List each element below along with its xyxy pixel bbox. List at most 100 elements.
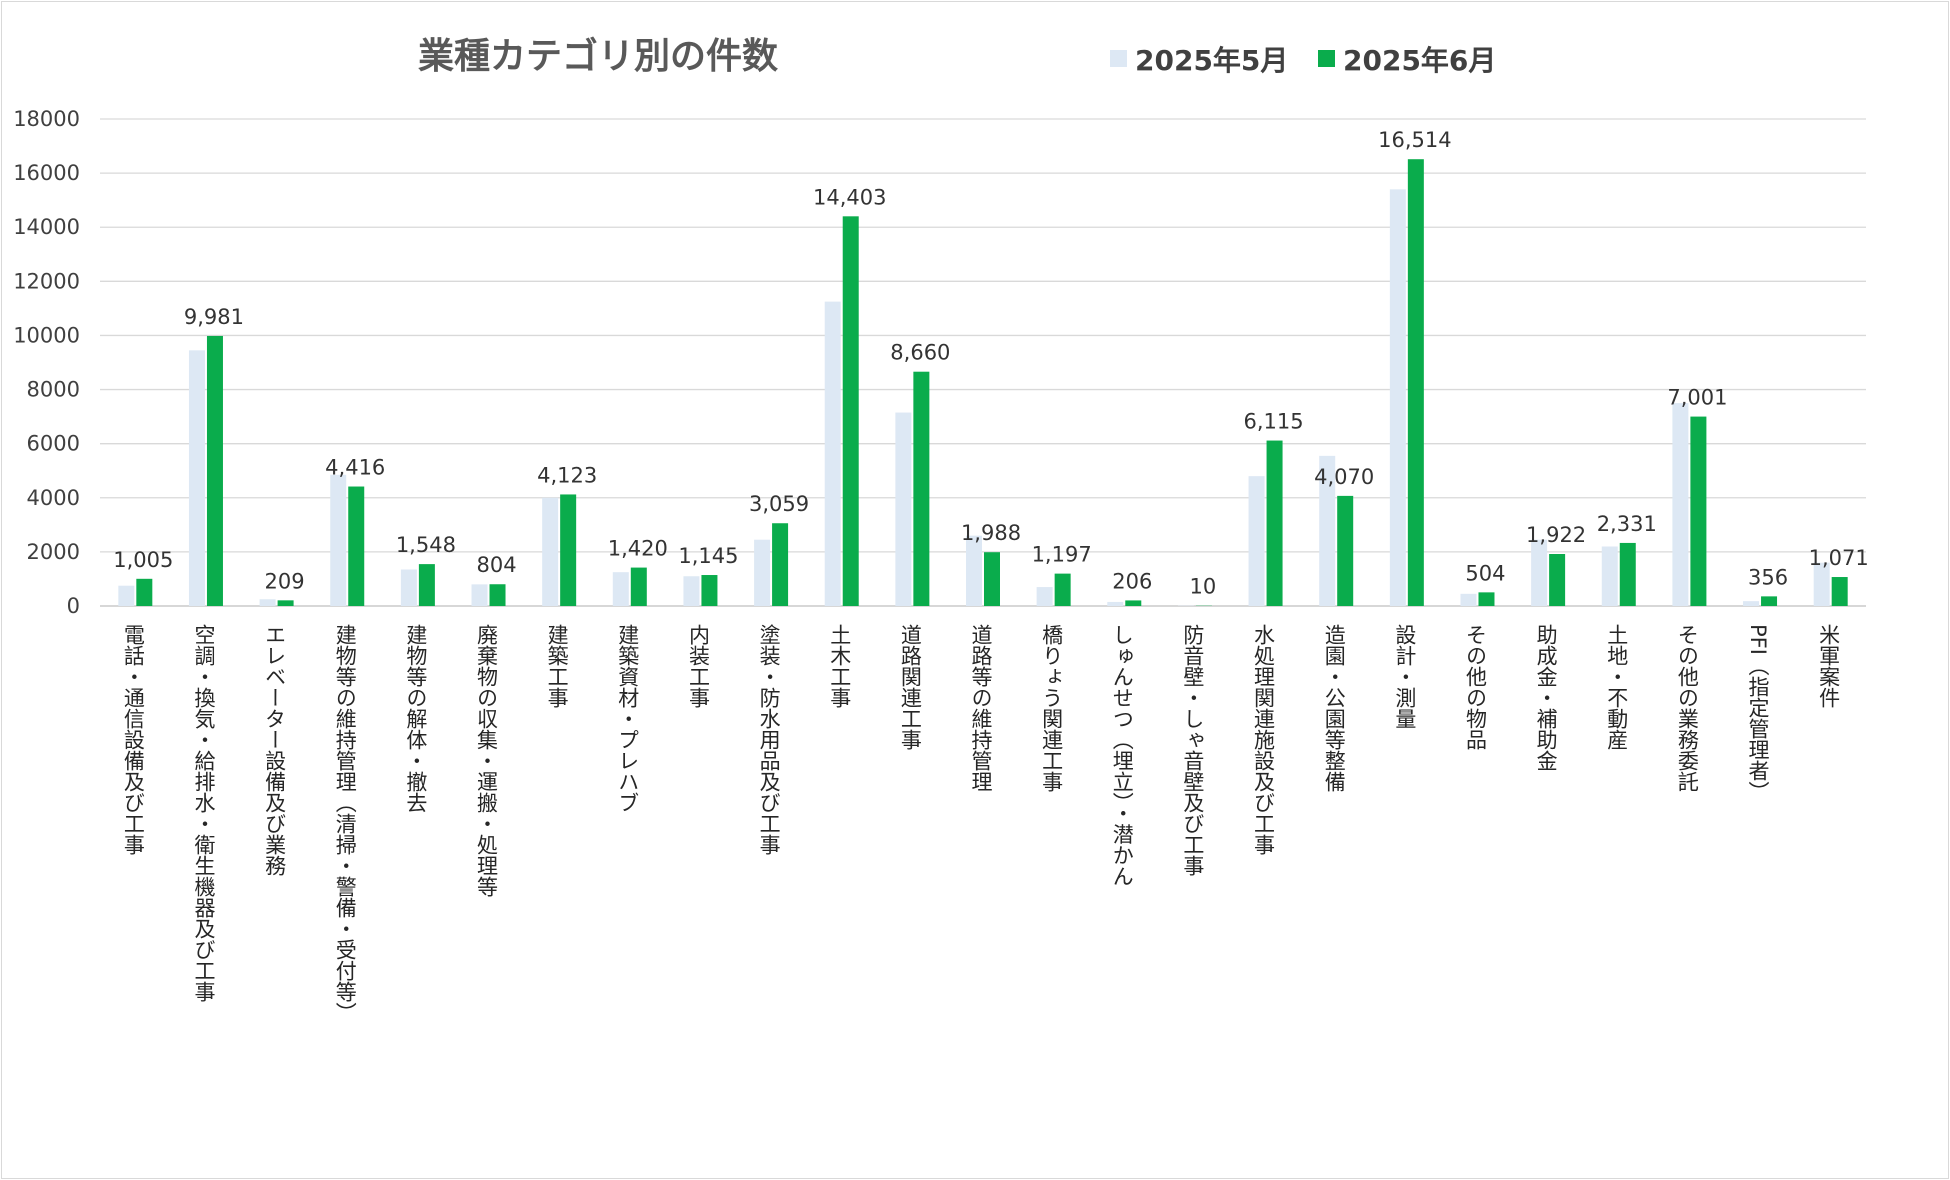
bar-may — [400, 569, 417, 606]
bar-may — [1107, 601, 1124, 606]
data-label: 4,070 — [1314, 465, 1374, 489]
category-label: 塗装・防水用品及び工事 — [757, 624, 781, 855]
data-label: 1,922 — [1526, 523, 1586, 547]
bar-june — [772, 523, 789, 606]
bar-june — [1266, 440, 1283, 606]
bar-june — [136, 578, 153, 606]
data-label: 804 — [476, 553, 516, 577]
data-label: 1,548 — [396, 533, 456, 557]
bar-june — [1831, 577, 1848, 606]
bar-may — [542, 497, 559, 606]
data-label: 10 — [1190, 575, 1217, 599]
category-label: 米軍案件 — [1817, 624, 1841, 708]
y-tick-label: 4000 — [27, 486, 80, 510]
bar-may — [259, 599, 276, 606]
bar-may — [471, 584, 488, 606]
bar-june — [1478, 592, 1495, 606]
chart-title: 業種カテゴリ別の件数 — [418, 35, 778, 77]
bar-may — [1248, 476, 1265, 606]
category-label: 建物等の維持管理（清掃・警備・受付等） — [333, 624, 357, 1023]
category-label: 建築工事 — [545, 624, 569, 708]
y-tick-label: 8000 — [27, 378, 80, 402]
category-label: 建物等の解体・撤去 — [404, 624, 428, 813]
data-label: 209 — [265, 569, 305, 593]
bar-may — [754, 539, 771, 606]
data-label: 4,416 — [325, 456, 385, 480]
category-label: 水処理関連施設及び工事 — [1252, 624, 1276, 855]
data-label: 4,123 — [537, 463, 597, 487]
data-label: 2,331 — [1597, 512, 1657, 536]
gridlines — [100, 118, 1866, 607]
bar-june — [277, 600, 294, 606]
category-label: 道路関連工事 — [898, 624, 922, 750]
y-tick-label: 14000 — [13, 215, 80, 239]
category-label: その他の物品 — [1463, 624, 1487, 750]
bar-june — [1054, 573, 1071, 606]
category-label: 建築資材・プレハブ — [616, 624, 640, 813]
bar-june — [630, 567, 647, 606]
legend-swatch-june — [1318, 50, 1335, 67]
legend-label-may: 2025年5月 — [1135, 44, 1288, 77]
data-label: 14,403 — [813, 185, 886, 209]
bar-may — [966, 535, 982, 606]
bar-may — [1743, 601, 1760, 606]
data-label: 1,197 — [1032, 543, 1092, 567]
y-tick-label: 6000 — [27, 432, 80, 456]
data-label: 1,145 — [678, 544, 738, 568]
data-label: 3,059 — [749, 492, 809, 516]
y-tick-label: 10000 — [13, 323, 80, 347]
bar-june — [348, 486, 365, 606]
bar-may — [1389, 189, 1406, 606]
data-label: 504 — [1465, 561, 1505, 585]
bar-june — [1407, 159, 1424, 606]
y-tick-label: 2000 — [27, 540, 80, 564]
bar-may — [683, 576, 700, 606]
category-label: 防音壁・しゃ音壁及び工事 — [1181, 624, 1205, 876]
bar-june — [913, 371, 930, 606]
category-label: 廃棄物の収集・運搬・処理等 — [475, 624, 499, 897]
bar-may — [1601, 546, 1618, 606]
bar-may — [1531, 539, 1548, 606]
category-label: 道路等の維持管理 — [969, 624, 993, 792]
bar-may — [330, 474, 347, 606]
bars — [118, 159, 1848, 606]
category-label: 橋りょう関連工事 — [1040, 624, 1064, 792]
bar-june — [1549, 553, 1566, 606]
bar-june — [1619, 542, 1636, 606]
y-tick-label: 0 — [67, 594, 80, 618]
bar-may — [824, 301, 841, 606]
data-labels: 1,005 9,981 209 4,416 1,548 804 4,123 1,420 1,14… — [113, 128, 1868, 599]
legend-swatch-may — [1110, 50, 1127, 67]
bar-june — [1761, 596, 1778, 606]
bar-june — [560, 494, 577, 606]
category-label: 空調・換気・給排水・衛生機器及び工事 — [192, 624, 216, 1002]
bar-may — [612, 572, 629, 606]
bar-june — [418, 564, 435, 606]
bar-june — [984, 552, 1000, 606]
y-axis: 0 2000 4000 6000 8000 10000 12000 14000 16000 180… — [13, 107, 80, 618]
bar-may — [1672, 403, 1689, 606]
category-label: 助成金・補助金 — [1534, 624, 1558, 771]
y-tick-label: 16000 — [13, 161, 80, 185]
data-label: 16,514 — [1378, 128, 1451, 152]
bar-may — [1319, 455, 1336, 606]
data-label: 1,071 — [1809, 546, 1869, 570]
bar-may — [1036, 587, 1053, 606]
bar-june — [206, 335, 223, 606]
category-label: しゅんせつ（埋立）・潜かん — [1110, 624, 1134, 887]
category-label: エレベーター設備及び業務 — [263, 624, 287, 876]
data-label: 1,420 — [608, 537, 668, 561]
data-label: 206 — [1112, 569, 1152, 593]
bar-may — [895, 412, 912, 606]
data-label: 1,988 — [961, 521, 1021, 545]
bar-may — [1813, 562, 1830, 606]
category-label: その他の業務委託 — [1675, 624, 1699, 792]
category-label: 土木工事 — [828, 624, 852, 708]
bar-may — [1460, 593, 1477, 606]
y-tick-label: 12000 — [13, 269, 80, 293]
y-tick-label: 18000 — [13, 107, 80, 131]
bar-june — [1690, 416, 1707, 606]
data-label: 6,115 — [1243, 410, 1303, 434]
data-label: 8,660 — [890, 341, 950, 365]
